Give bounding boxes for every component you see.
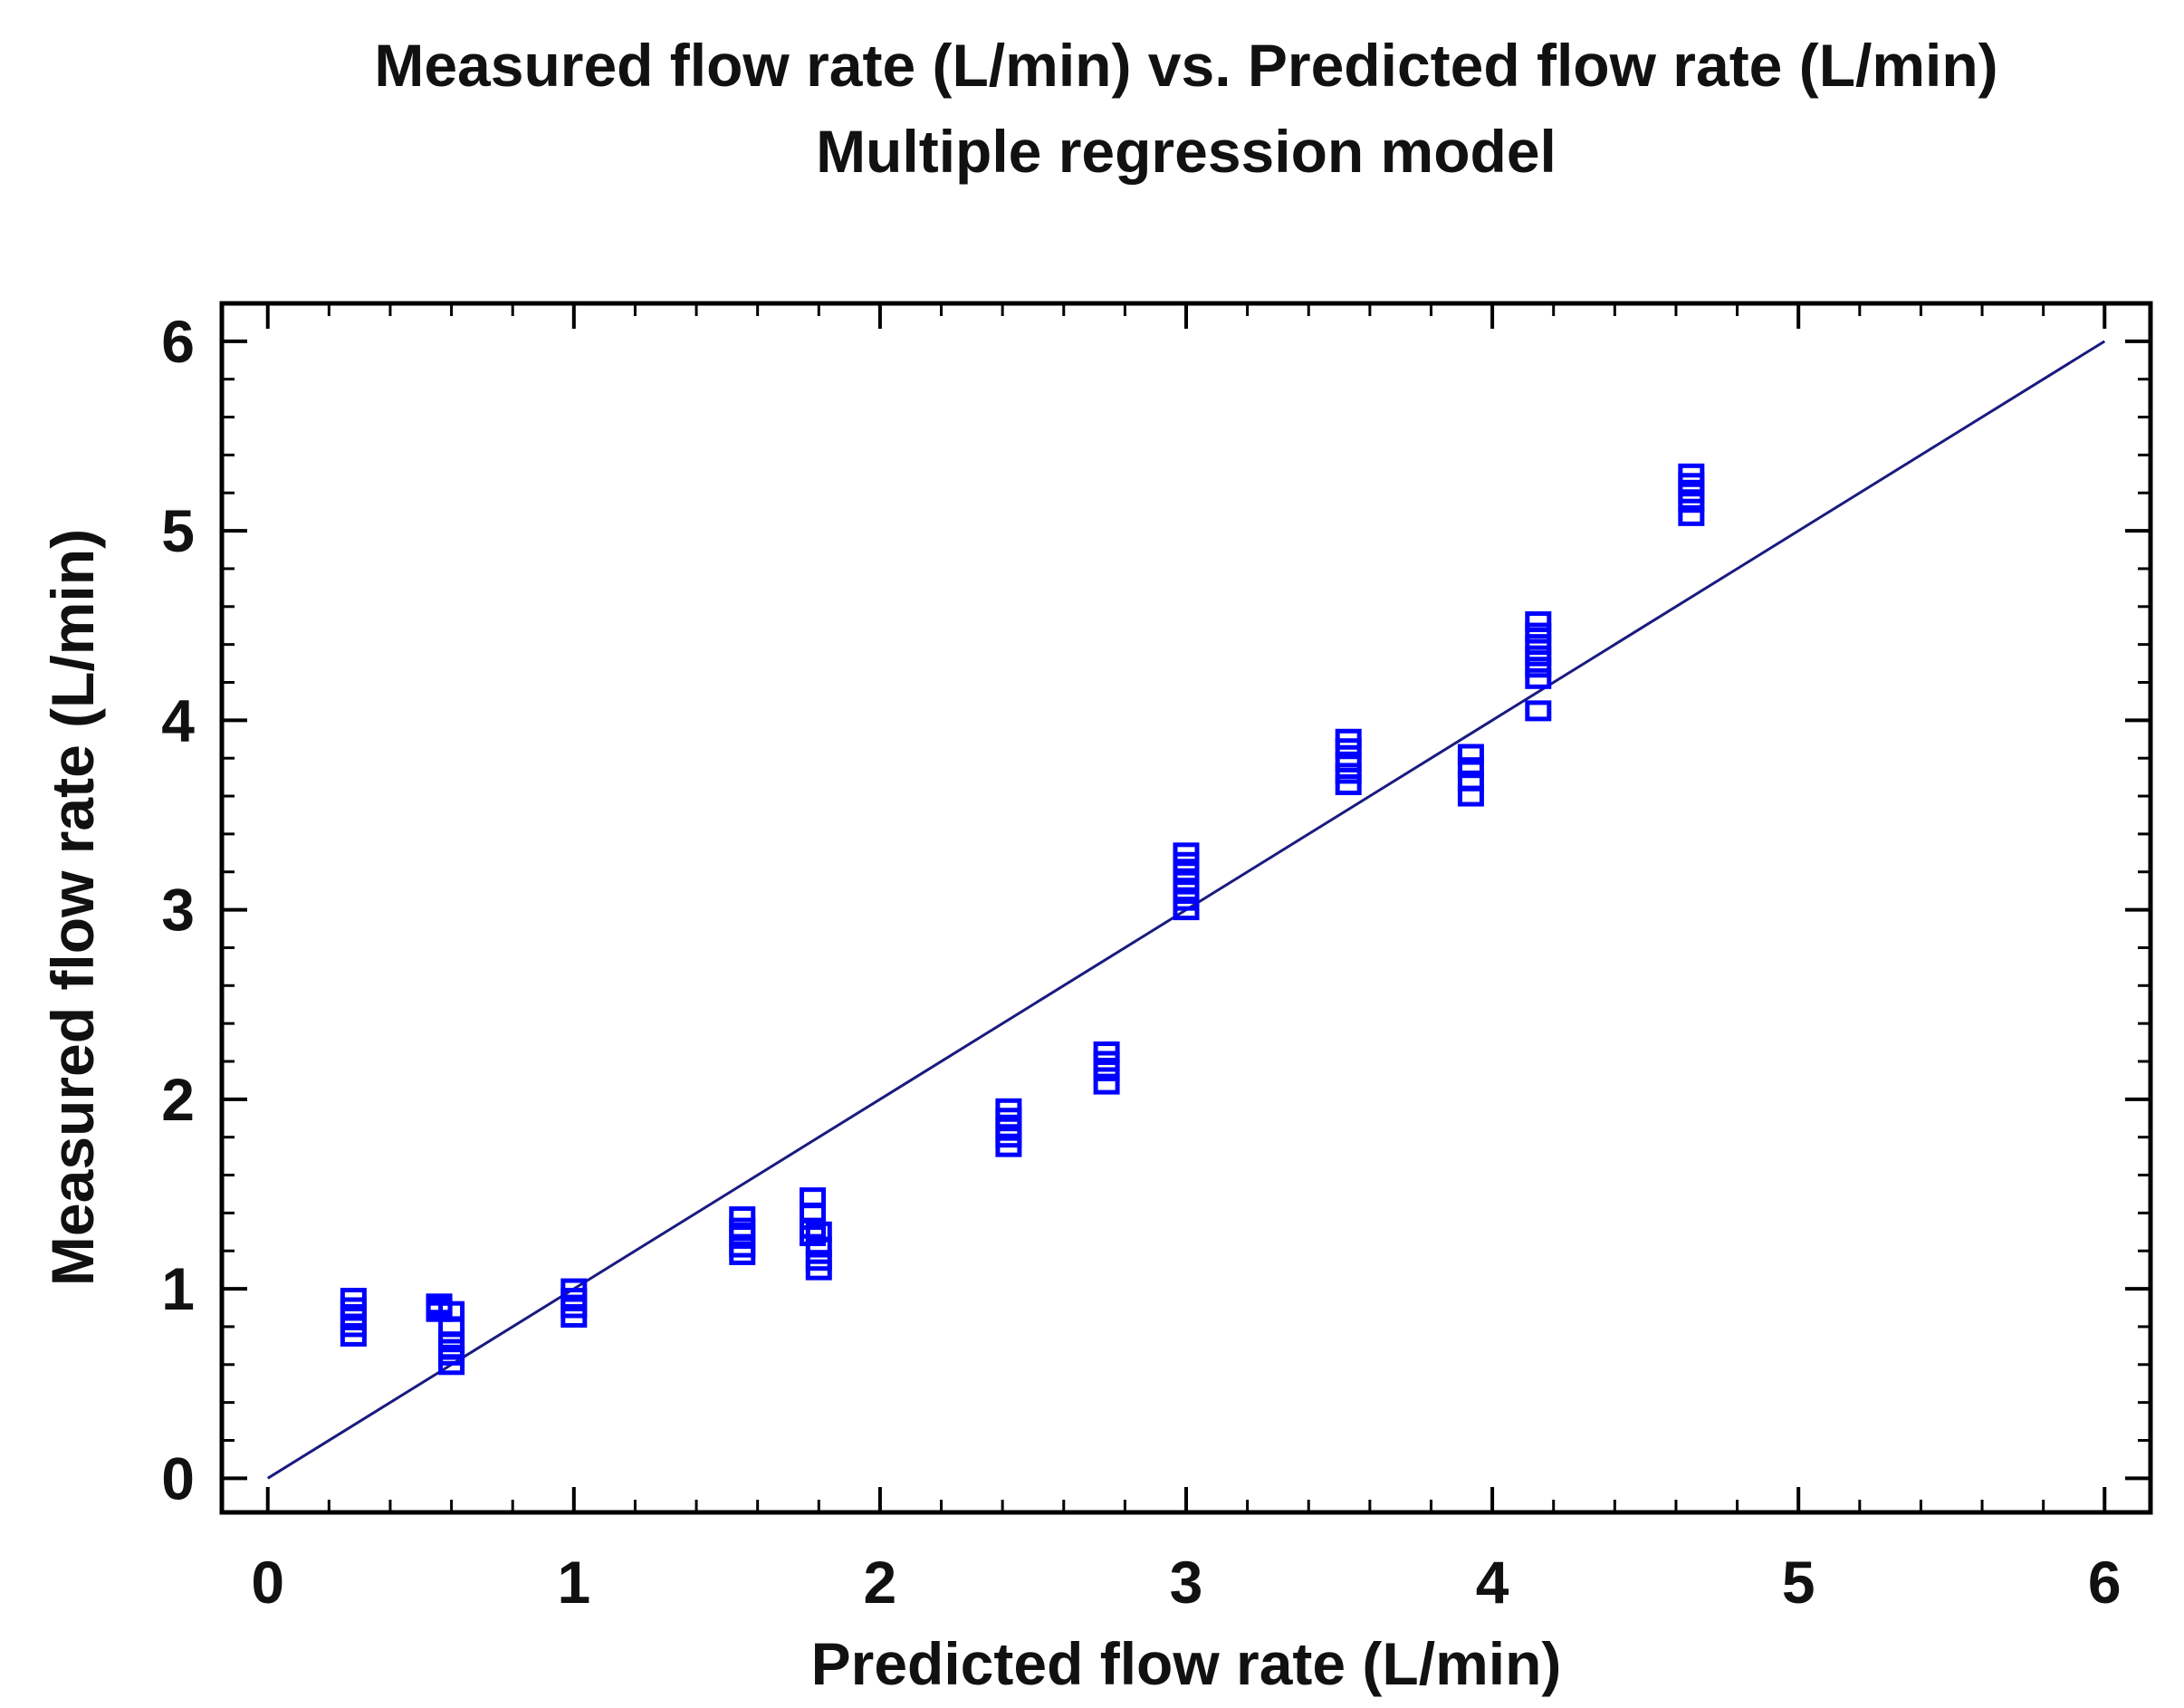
data-point — [1525, 657, 1552, 678]
data-point — [729, 1206, 756, 1228]
data-point — [1678, 504, 1705, 526]
x-tick-label: 3 — [1170, 1549, 1203, 1616]
data-points — [340, 463, 1705, 1376]
data-point — [1525, 645, 1552, 667]
data-point — [560, 1306, 588, 1328]
data-point — [1093, 1060, 1120, 1081]
y-tick-label: 1 — [161, 1255, 195, 1322]
data-point — [1335, 738, 1362, 760]
x-tick-labels: 0 1 2 3 4 5 6 — [251, 1549, 2121, 1616]
data-point — [1457, 785, 1484, 807]
y-tick-label: 5 — [161, 497, 195, 564]
major-ticks — [222, 303, 2150, 1512]
x-tick-label: 5 — [1782, 1549, 1815, 1616]
data-point — [805, 1259, 832, 1281]
data-point — [438, 1354, 465, 1376]
y-tick-label: 6 — [161, 308, 195, 375]
data-point — [729, 1243, 756, 1265]
x-tick-label: 0 — [251, 1549, 284, 1616]
y-tick-labels: 0 1 2 3 4 5 6 — [161, 308, 195, 1511]
data-point — [1525, 700, 1552, 722]
data-point — [1525, 622, 1552, 644]
x-tick-label: 4 — [1476, 1549, 1509, 1616]
minor-ticks — [222, 303, 2150, 1512]
data-point — [340, 1325, 367, 1347]
data-point — [1457, 744, 1484, 765]
data-point — [1525, 634, 1552, 656]
data-point — [805, 1236, 832, 1258]
y-tick-label: 3 — [161, 877, 195, 944]
y-tick-label: 2 — [161, 1066, 195, 1133]
data-point — [995, 1136, 1022, 1157]
y-tick-label: 0 — [161, 1444, 195, 1511]
x-tick-label: 1 — [557, 1549, 590, 1616]
chart-subtitle: Multiple regression model — [816, 118, 1557, 185]
chart-title: Measured flow rate (L/min) vs. Predicted… — [374, 32, 1997, 99]
data-point — [800, 1224, 827, 1246]
x-tick-label: 6 — [2088, 1549, 2122, 1616]
data-point — [1335, 763, 1362, 784]
data-point — [1525, 611, 1552, 633]
data-point — [729, 1224, 756, 1246]
data-point — [1525, 667, 1552, 689]
data-point — [1457, 757, 1484, 779]
data-point — [1173, 899, 1200, 921]
data-point — [1335, 773, 1362, 795]
data-point — [1678, 492, 1705, 513]
data-point — [1335, 751, 1362, 772]
y-tick-label: 4 — [161, 686, 195, 753]
data-point — [1093, 1073, 1120, 1095]
x-axis-label: Predicted flow rate (L/min) — [811, 1630, 1562, 1697]
y-axis-label: Measured flow rate (L/min) — [39, 529, 106, 1286]
x-tick-label: 2 — [864, 1549, 897, 1616]
